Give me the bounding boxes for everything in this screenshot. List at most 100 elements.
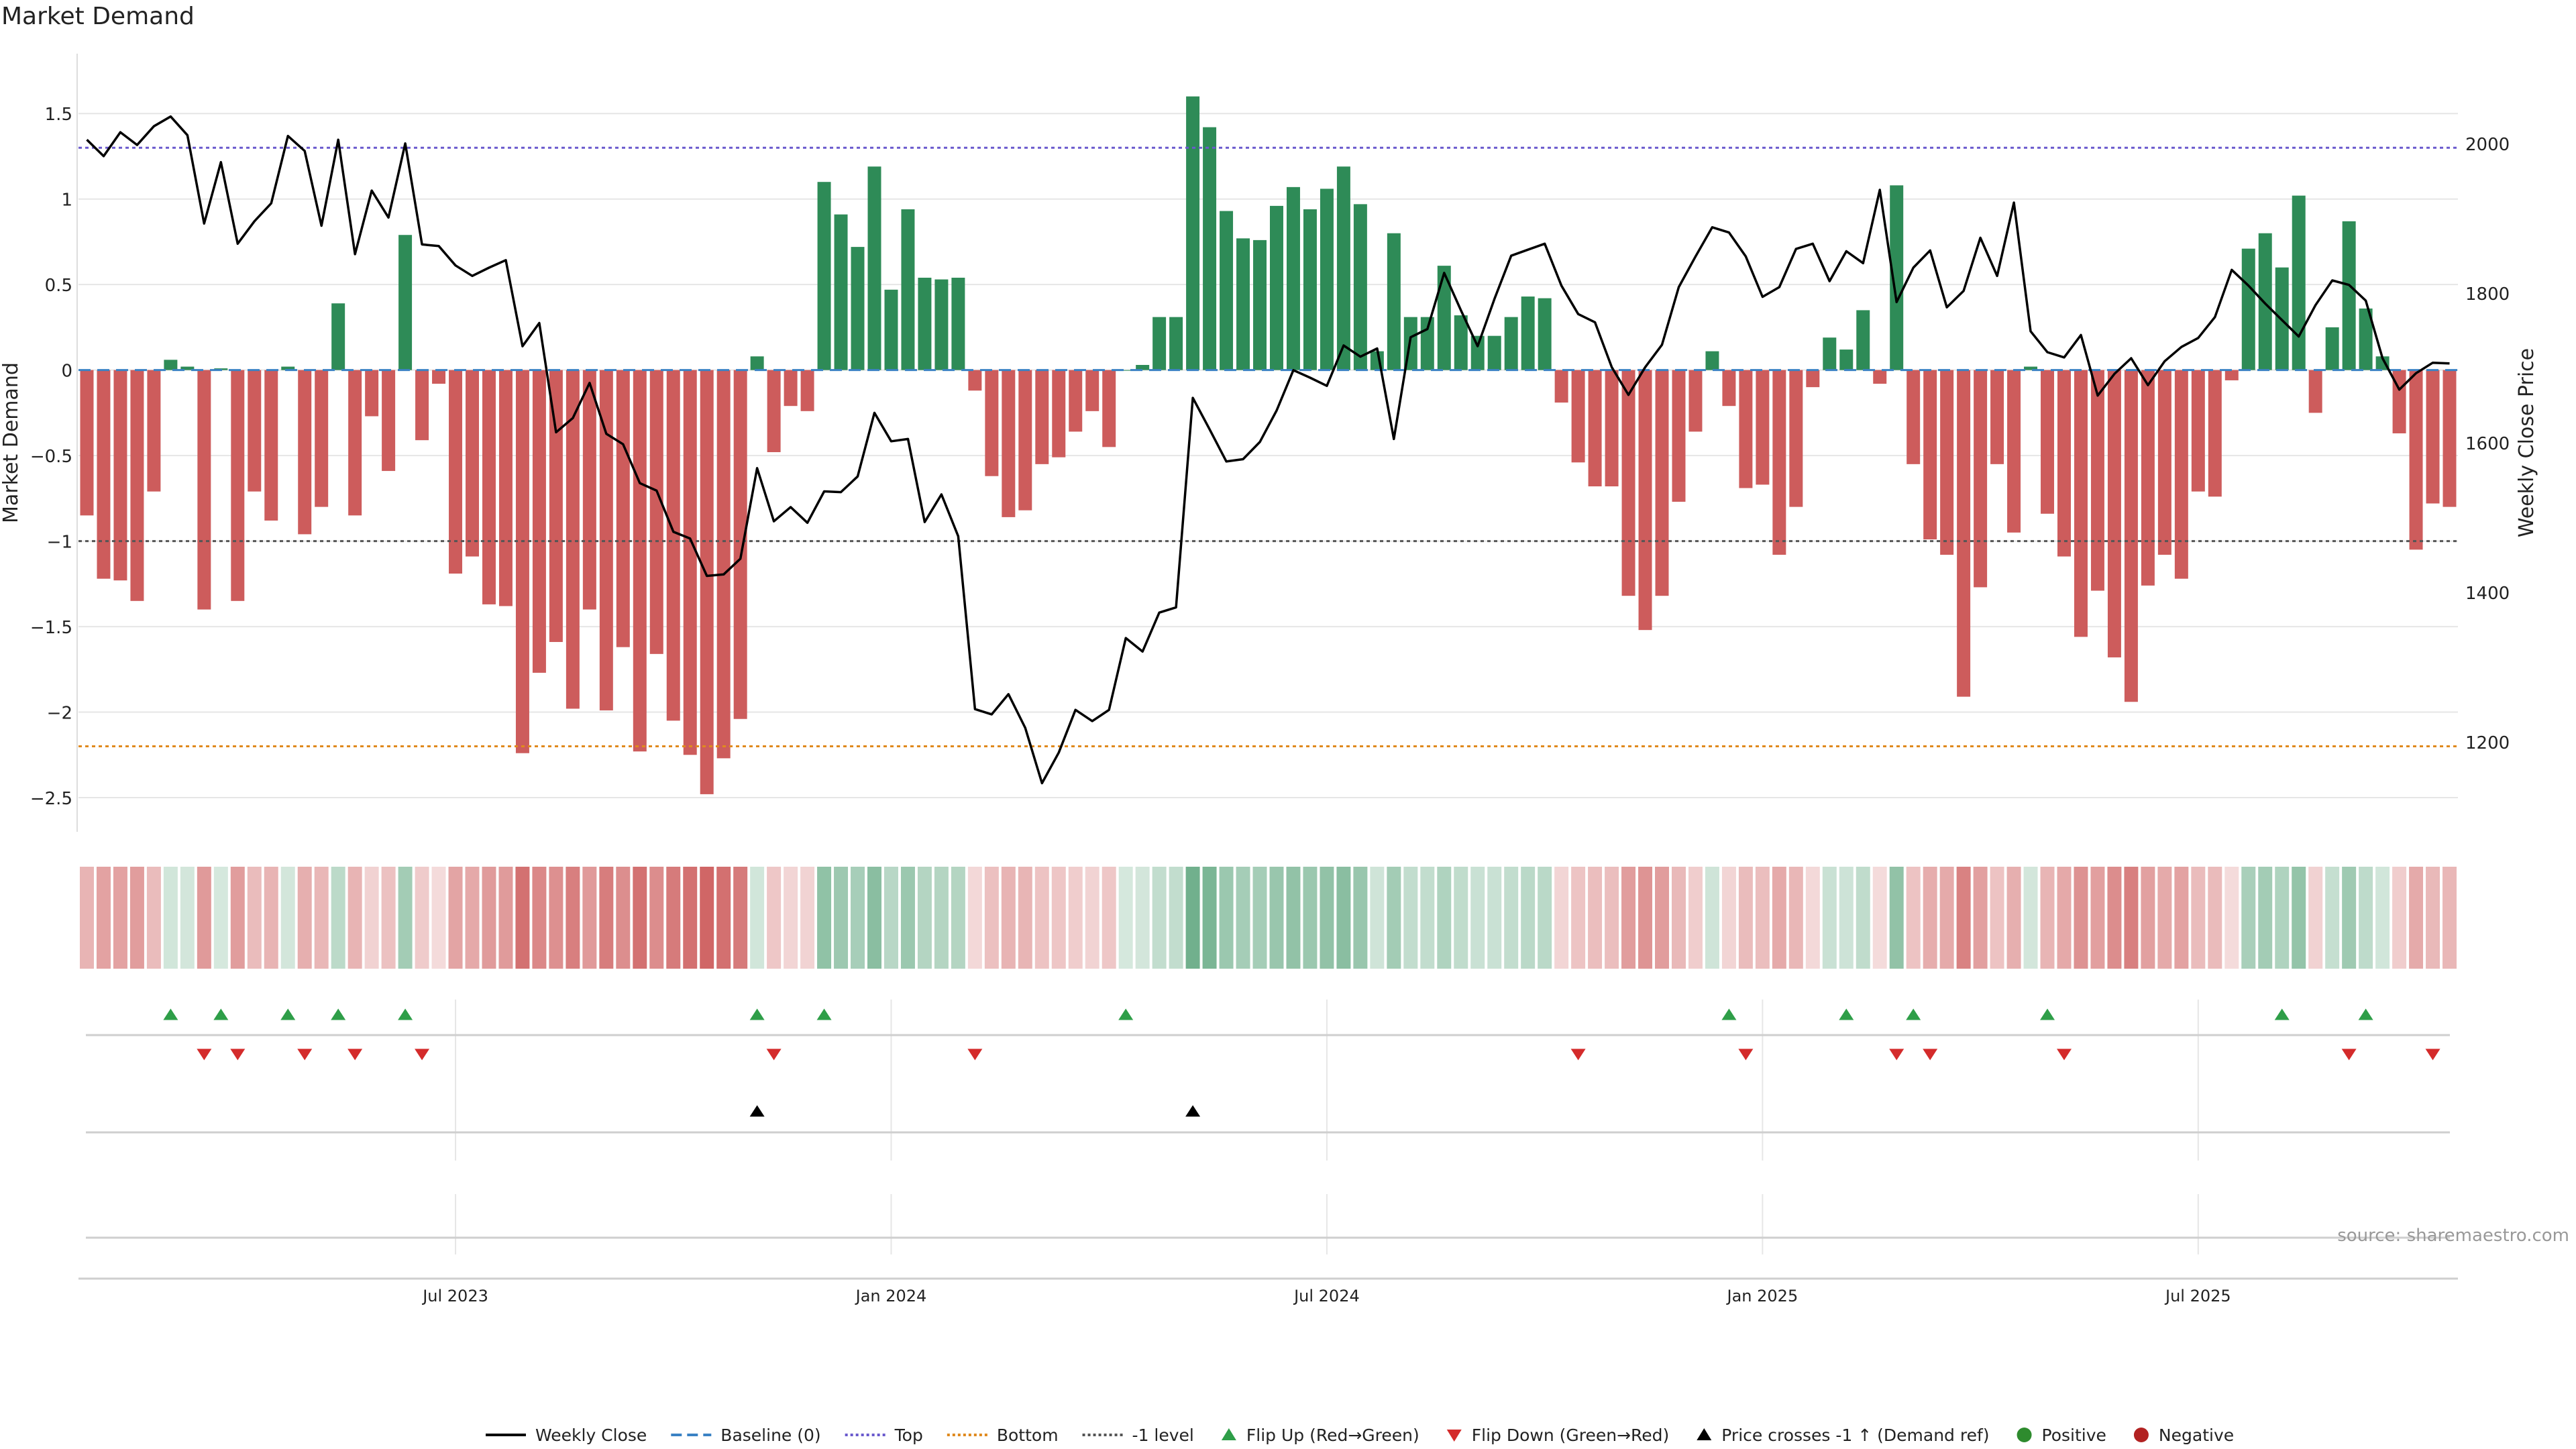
strip-cell bbox=[247, 867, 262, 969]
strip-cell bbox=[633, 867, 647, 969]
grid-layer bbox=[78, 113, 2458, 1254]
demand-bar bbox=[1538, 298, 1552, 370]
demand-bar bbox=[2024, 366, 2038, 370]
y-tick-label: 1.5 bbox=[45, 105, 72, 125]
y-tick-label: 1 bbox=[61, 191, 72, 211]
strip-cell bbox=[1085, 867, 1099, 969]
strip-cell bbox=[1889, 867, 1904, 969]
demand-bar bbox=[1621, 370, 1635, 596]
legend-swatch bbox=[1697, 1428, 1712, 1440]
strip-cell bbox=[297, 867, 312, 969]
strip-cell bbox=[1403, 867, 1418, 969]
demand-bar bbox=[147, 370, 161, 492]
demand-bar bbox=[951, 277, 965, 370]
strip-cell bbox=[264, 867, 278, 969]
demand-bar bbox=[1722, 370, 1736, 407]
demand-bar bbox=[1169, 317, 1183, 370]
demand-bar bbox=[1772, 370, 1786, 555]
demand-bar bbox=[264, 370, 278, 521]
legend-swatch bbox=[1221, 1428, 1236, 1440]
strip-cell bbox=[1336, 867, 1351, 969]
demand-bar bbox=[248, 370, 262, 492]
demand-bar bbox=[566, 370, 580, 709]
demand-bar bbox=[348, 370, 362, 516]
demand-bar bbox=[315, 370, 329, 507]
strip-cell bbox=[1973, 867, 1988, 969]
demand-bar bbox=[1236, 238, 1250, 370]
strip-cell bbox=[817, 867, 832, 969]
demand-bar bbox=[1035, 370, 1049, 464]
strip-cell bbox=[1102, 867, 1116, 969]
strip-cell bbox=[2359, 867, 2373, 969]
legend-label: Positive bbox=[2042, 1426, 2106, 1445]
demand-bar bbox=[432, 370, 446, 384]
demand-bar bbox=[599, 370, 613, 710]
strip-cell bbox=[1588, 867, 1603, 969]
demand-bar bbox=[867, 166, 881, 370]
strip-cell bbox=[1538, 867, 1552, 969]
demand-bar bbox=[1571, 370, 1585, 463]
flip-up-marker bbox=[331, 1008, 346, 1020]
y2-tick-label: 1400 bbox=[2465, 584, 2510, 604]
x-tick-label: Jan 2024 bbox=[855, 1287, 927, 1305]
x-tick-label: Jan 2025 bbox=[1726, 1287, 1799, 1305]
demand-bar bbox=[1353, 204, 1367, 370]
flip-down-marker bbox=[967, 1049, 983, 1061]
strip-cell bbox=[2392, 867, 2407, 969]
demand-bar bbox=[298, 370, 312, 535]
demand-bar bbox=[2090, 370, 2104, 591]
strip-cell bbox=[1269, 867, 1284, 969]
demand-bar bbox=[80, 370, 94, 516]
demand-bar bbox=[884, 289, 898, 370]
legend-item: Bottom bbox=[947, 1426, 1059, 1445]
x-tick-label: Jul 2025 bbox=[2164, 1287, 2231, 1305]
y-tick-label: −2 bbox=[47, 704, 72, 724]
flip-down-marker bbox=[1738, 1049, 1754, 1061]
demand-bar bbox=[1437, 266, 1451, 370]
strip-cell bbox=[129, 867, 144, 969]
strip-cell bbox=[1738, 867, 1753, 969]
strip-cell bbox=[883, 867, 898, 969]
demand-bar bbox=[1688, 370, 1703, 432]
strip-cell bbox=[1521, 867, 1536, 969]
demand-bars bbox=[80, 96, 2457, 794]
strip-cell bbox=[2174, 867, 2189, 969]
strip-cell bbox=[1822, 867, 1837, 969]
flip-down-marker bbox=[766, 1049, 782, 1061]
strip-cell bbox=[2426, 867, 2440, 969]
strip-cell bbox=[1805, 867, 1820, 969]
legend: Weekly Close Baseline (0) Top Bottom -1 leve… bbox=[486, 1426, 2234, 1445]
strip-cell bbox=[800, 867, 815, 969]
strip-cell bbox=[1152, 867, 1167, 969]
strip-cell bbox=[733, 867, 748, 969]
demand-bar bbox=[97, 370, 111, 579]
demand-bar bbox=[1303, 209, 1317, 370]
strip-cell bbox=[649, 867, 664, 969]
strip-cell bbox=[2224, 867, 2239, 969]
strip-cell bbox=[1018, 867, 1032, 969]
demand-bar bbox=[1907, 370, 1921, 464]
strip-cell bbox=[465, 867, 480, 969]
strip-cell bbox=[482, 867, 496, 969]
strip-cell bbox=[331, 867, 345, 969]
strip-cell bbox=[2157, 867, 2172, 969]
strip-cell bbox=[1638, 867, 1653, 969]
demand-bar bbox=[750, 356, 764, 370]
legend-item: Baseline (0) bbox=[671, 1426, 821, 1445]
strip-cell bbox=[96, 867, 111, 969]
demand-bar bbox=[2308, 370, 2322, 413]
demand-bar bbox=[2241, 248, 2255, 370]
flip-down-marker bbox=[297, 1049, 313, 1061]
heat-strip bbox=[79, 867, 2457, 969]
strip-cell bbox=[1705, 867, 1719, 969]
strip-cell bbox=[566, 867, 580, 969]
strip-cell bbox=[1051, 867, 1066, 969]
demand-bar bbox=[549, 370, 563, 643]
demand-bar bbox=[901, 209, 915, 370]
strip-cell bbox=[2057, 867, 2072, 969]
strip-cell bbox=[2409, 867, 2424, 969]
strip-cell bbox=[1554, 867, 1569, 969]
strip-cell bbox=[1219, 867, 1234, 969]
strip-cell bbox=[900, 867, 915, 969]
strip-cell bbox=[1872, 867, 1887, 969]
